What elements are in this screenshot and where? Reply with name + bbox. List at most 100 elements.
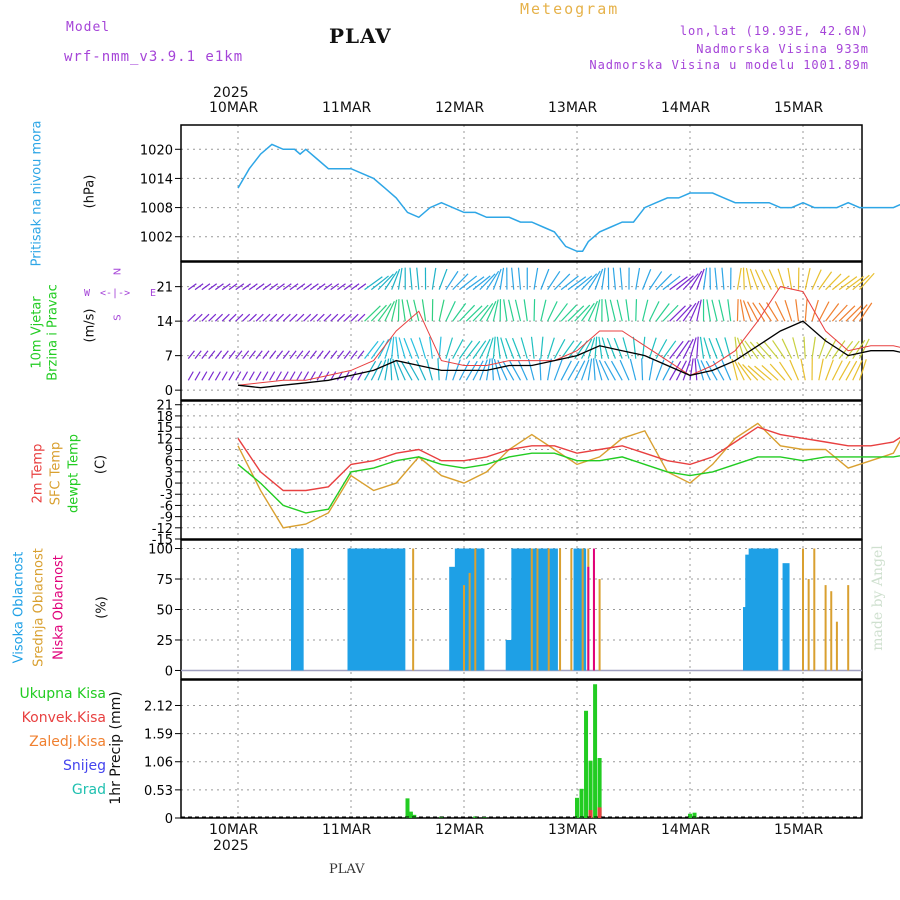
- wind-arrow: [392, 358, 400, 381]
- wind-arrow: [364, 305, 381, 322]
- wind-arrow: [235, 350, 243, 360]
- station-title: PLAV: [329, 24, 392, 48]
- wind-arrow: [337, 313, 346, 322]
- wind-arrow: [201, 371, 208, 381]
- wind-arrow: [731, 358, 739, 381]
- wind-arrow: [696, 358, 705, 381]
- date-label: 12MAR: [435, 822, 485, 838]
- wind-arrow: [303, 283, 312, 291]
- wind-arrow: [567, 340, 582, 360]
- wind-arrow: [492, 268, 502, 290]
- wind-arrow: [296, 313, 305, 322]
- precip-bar: [593, 684, 598, 818]
- precip-bar: [588, 810, 593, 818]
- wind-arrow: [715, 337, 725, 359]
- wind-arrow: [248, 371, 255, 381]
- wind-arrow: [784, 299, 793, 322]
- wind-arrow: [499, 267, 505, 290]
- panel-frame: [180, 124, 863, 262]
- wind-arrow: [289, 371, 296, 381]
- wind-arrow: [255, 283, 265, 291]
- pressure-line: [237, 143, 900, 253]
- wind-arrow: [745, 268, 752, 290]
- y-tick-label: 25: [156, 634, 173, 649]
- wind-arrow: [629, 358, 637, 381]
- high-cloud-bar: [449, 566, 457, 671]
- y-tick-label: 100: [148, 543, 173, 558]
- wind-arrow: [594, 299, 601, 322]
- wind-speed-line: [237, 320, 900, 389]
- wind-arrow: [530, 336, 535, 359]
- wind-arrow: [580, 338, 593, 359]
- wind-arrow: [452, 303, 467, 322]
- wind-arrow: [676, 275, 694, 291]
- wind-arrow: [852, 339, 866, 359]
- wind-arrow: [472, 340, 487, 359]
- y-tick-label: 7: [165, 350, 173, 365]
- wind-arrow: [384, 270, 398, 290]
- mid-cloud-bar: [835, 621, 838, 671]
- wind-arrow: [364, 340, 379, 360]
- wind-arrow: [323, 283, 333, 291]
- mid-cloud-bar: [530, 548, 533, 671]
- wind-arrow: [289, 350, 297, 360]
- wind-arrow: [493, 358, 501, 381]
- wind-arrow: [601, 267, 606, 290]
- wind-arrow: [323, 350, 331, 360]
- wind-arrow: [343, 350, 351, 360]
- wind-arrow: [511, 267, 515, 290]
- precip-bar: [408, 811, 413, 818]
- wind-arrow: [509, 360, 522, 381]
- wind-arrow: [486, 337, 494, 359]
- wind-arrow: [421, 299, 427, 322]
- wind-arrow: [736, 267, 742, 290]
- wind-arrow: [194, 371, 201, 381]
- wind-arrow: [391, 268, 401, 290]
- wind-arrow: [574, 360, 586, 381]
- wind-arrow: [754, 269, 766, 290]
- wind-arrow: [282, 350, 290, 360]
- wind-arrow: [662, 360, 674, 381]
- wind-arrow: [517, 359, 528, 381]
- date-label: 15MAR: [774, 100, 824, 116]
- wind-arrow: [228, 371, 235, 381]
- wind-arrow: [845, 360, 858, 381]
- wind-arrow: [517, 267, 522, 290]
- wind-arrow: [811, 336, 816, 359]
- mid-cloud-bar: [412, 548, 415, 671]
- wind-arrow: [838, 305, 856, 322]
- wind-arrow: [734, 360, 745, 381]
- wind-arrow: [370, 340, 385, 359]
- wind-arrow: [682, 302, 697, 322]
- wind-arrow: [384, 337, 393, 359]
- wind-arrow: [610, 360, 623, 381]
- temp2m-line: [237, 426, 900, 492]
- wind-arrow: [772, 340, 786, 359]
- wind-arrow: [248, 283, 258, 291]
- wind-arrow: [749, 341, 766, 360]
- wind-arrow: [811, 269, 822, 290]
- wind-arrow: [282, 283, 292, 291]
- wind-arrow: [682, 273, 699, 291]
- elevation-label: Nadmorska Visina 933m: [696, 42, 869, 56]
- wind-arrow: [228, 350, 236, 360]
- wind-arrow: [619, 267, 623, 290]
- wind-arrow: [768, 269, 779, 290]
- legend-entry: Snijeg: [62, 758, 106, 774]
- precip-bar: [688, 813, 692, 818]
- high-cloud-bar: [539, 548, 547, 671]
- high-cloud-bar: [522, 548, 530, 671]
- high-cloud-bar: [517, 548, 524, 671]
- wind-arrow: [540, 336, 544, 359]
- wind-arrow: [739, 299, 745, 322]
- wind-arrow: [769, 363, 786, 381]
- wind-arrow: [838, 340, 854, 360]
- wind-arrow: [397, 267, 403, 290]
- wind-arrow: [669, 305, 686, 322]
- wind-arrow: [276, 313, 285, 322]
- y-tick-label: -6: [160, 499, 173, 514]
- wind-arrow: [465, 276, 485, 291]
- wind-arrow: [255, 313, 264, 322]
- wind-arrow: [242, 371, 249, 381]
